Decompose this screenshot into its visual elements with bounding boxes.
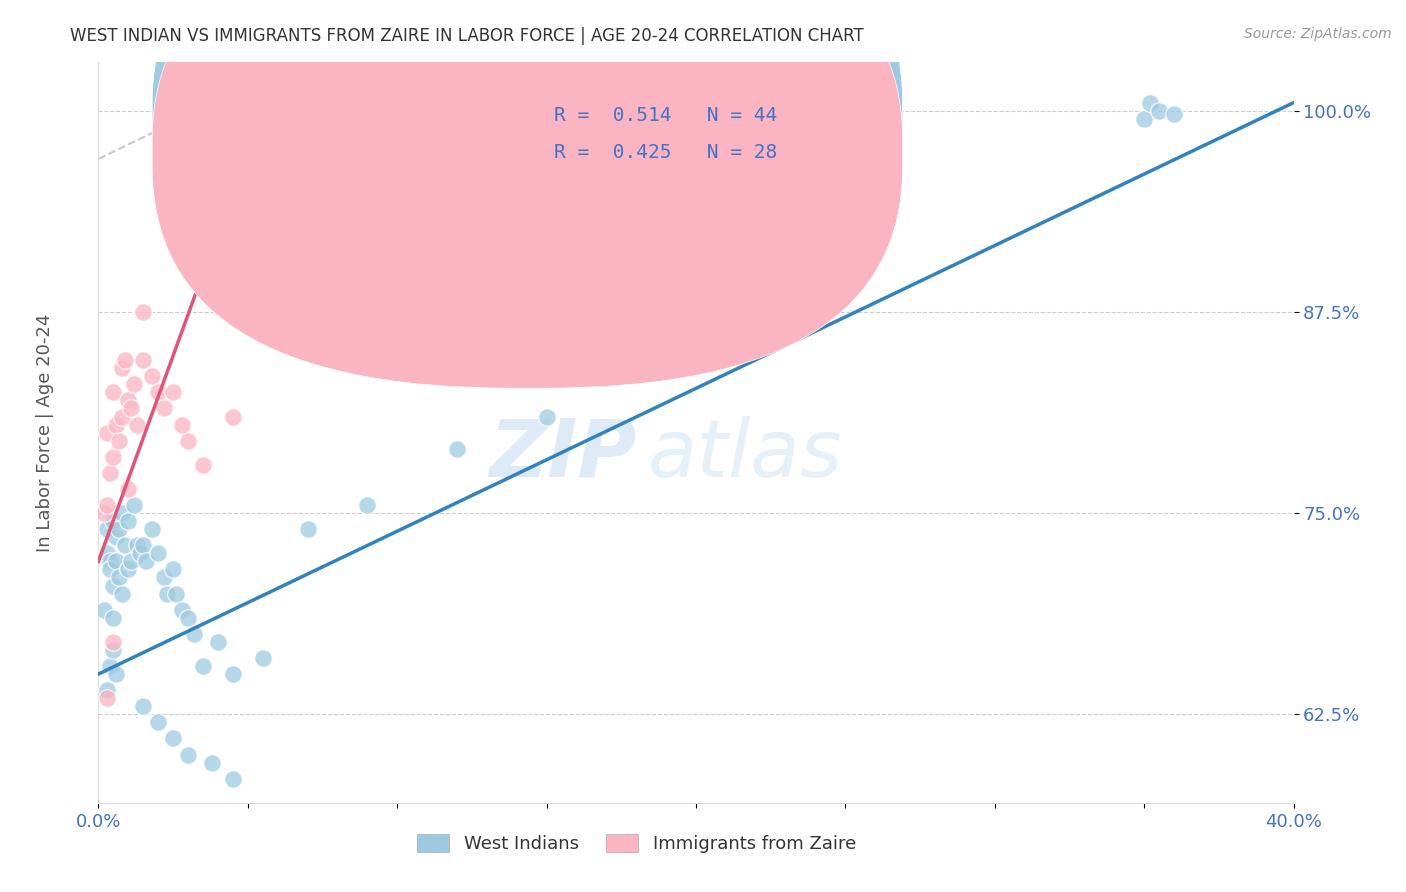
Point — [111, 586, 134, 600]
Point — [105, 667, 128, 681]
Point — [103, 610, 125, 624]
Point — [120, 554, 142, 568]
Point — [297, 522, 319, 536]
Point — [183, 627, 205, 641]
Point — [172, 602, 194, 616]
FancyBboxPatch shape — [152, 0, 903, 388]
Point — [207, 635, 229, 649]
Point — [153, 401, 176, 416]
Point — [191, 458, 214, 472]
Point — [96, 522, 118, 536]
Point — [191, 659, 214, 673]
Point — [96, 683, 118, 698]
Point — [103, 450, 125, 464]
Point — [105, 417, 128, 432]
Point — [124, 377, 146, 392]
Point — [111, 409, 134, 424]
Point — [162, 562, 184, 576]
Point — [135, 554, 157, 568]
Point — [108, 434, 131, 448]
Point — [93, 506, 115, 520]
Point — [98, 562, 122, 576]
Point — [111, 361, 134, 376]
Point — [162, 385, 184, 400]
Point — [96, 425, 118, 440]
Point — [141, 369, 163, 384]
Point — [177, 747, 200, 762]
Point — [98, 554, 122, 568]
Point — [201, 756, 224, 770]
Point — [153, 570, 176, 584]
Point — [127, 538, 149, 552]
Point — [446, 442, 468, 456]
Point — [96, 691, 118, 706]
Point — [105, 530, 128, 544]
Point — [103, 643, 125, 657]
Point — [127, 417, 149, 432]
Point — [132, 305, 155, 319]
Point — [1163, 107, 1185, 121]
FancyBboxPatch shape — [499, 92, 756, 178]
Point — [114, 538, 136, 552]
Point — [148, 715, 170, 730]
Point — [103, 578, 125, 592]
Point — [103, 385, 125, 400]
Point — [148, 546, 170, 560]
Point — [1139, 95, 1161, 110]
Point — [98, 659, 122, 673]
Text: Source: ZipAtlas.com: Source: ZipAtlas.com — [1244, 27, 1392, 41]
Point — [222, 667, 245, 681]
Point — [222, 772, 245, 786]
Point — [141, 522, 163, 536]
Text: R =  0.514   N = 44: R = 0.514 N = 44 — [554, 106, 778, 125]
Text: WEST INDIAN VS IMMIGRANTS FROM ZAIRE IN LABOR FORCE | AGE 20-24 CORRELATION CHAR: WEST INDIAN VS IMMIGRANTS FROM ZAIRE IN … — [70, 27, 865, 45]
Point — [108, 570, 131, 584]
Point — [148, 385, 170, 400]
Text: In Labor Force | Age 20-24: In Labor Force | Age 20-24 — [35, 313, 53, 552]
Legend: West Indians, Immigrants from Zaire: West Indians, Immigrants from Zaire — [409, 827, 863, 861]
Point — [222, 409, 245, 424]
Point — [252, 651, 274, 665]
Point — [117, 393, 139, 408]
Point — [117, 482, 139, 496]
Point — [120, 401, 142, 416]
Point — [132, 699, 155, 714]
Point — [156, 586, 179, 600]
Point — [103, 635, 125, 649]
Point — [105, 554, 128, 568]
Point — [132, 538, 155, 552]
Point — [96, 546, 118, 560]
Point — [114, 353, 136, 368]
Point — [117, 562, 139, 576]
Point — [1147, 103, 1170, 118]
Point — [172, 417, 194, 432]
Point — [96, 498, 118, 512]
Point — [132, 353, 155, 368]
Point — [124, 498, 146, 512]
Point — [165, 586, 187, 600]
Point — [103, 514, 125, 528]
Point — [117, 514, 139, 528]
Point — [93, 602, 115, 616]
Point — [177, 610, 200, 624]
Point — [536, 409, 558, 424]
Text: ZIP: ZIP — [489, 416, 637, 494]
Point — [177, 434, 200, 448]
Point — [111, 506, 134, 520]
Point — [108, 522, 131, 536]
Point — [98, 466, 122, 480]
Text: R =  0.425   N = 28: R = 0.425 N = 28 — [554, 144, 778, 162]
FancyBboxPatch shape — [152, 0, 903, 351]
Point — [356, 498, 378, 512]
Point — [162, 731, 184, 746]
Point — [1133, 112, 1156, 126]
Point — [129, 546, 152, 560]
Text: atlas: atlas — [648, 416, 844, 494]
